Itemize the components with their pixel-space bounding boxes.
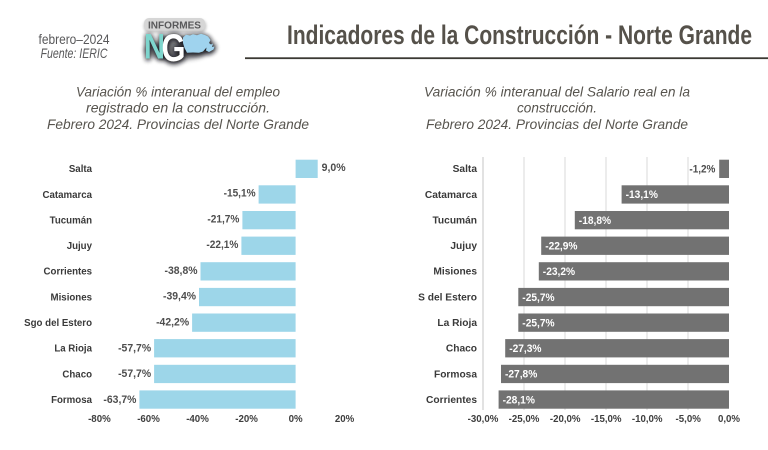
svg-text:0,0%: 0,0% (718, 414, 740, 425)
svg-text:-21,7%: -21,7% (207, 213, 239, 225)
svg-text:-23,2%: -23,2% (543, 266, 576, 278)
svg-text:Sgo del Estero: Sgo del Estero (24, 318, 92, 329)
svg-text:Fuente: IERIC: Fuente: IERIC (41, 45, 109, 61)
svg-text:-57,7%: -57,7% (118, 368, 151, 380)
svg-text:-15,1%: -15,1% (224, 188, 256, 200)
svg-text:-22,1%: -22,1% (206, 239, 238, 251)
svg-text:Febrero 2024. Provincias del N: Febrero 2024. Provincias del Norte Grand… (426, 116, 688, 132)
svg-text:Catamarca: Catamarca (425, 190, 477, 201)
svg-text:Salta: Salta (69, 164, 93, 175)
svg-text:Variación % interanual del emp: Variación % interanual del empleo (76, 83, 280, 99)
svg-text:Jujuy: Jujuy (67, 241, 93, 252)
svg-text:Formosa: Formosa (434, 369, 477, 380)
svg-text:-10,0%: -10,0% (632, 414, 663, 425)
svg-text:-60%: -60% (137, 414, 160, 425)
svg-text:Chaco: Chaco (446, 344, 477, 355)
svg-text:20%: 20% (335, 414, 355, 425)
svg-text:La Rioja: La Rioja (54, 344, 92, 355)
svg-text:S del Estero: S del Estero (418, 292, 477, 303)
svg-text:Corrientes: Corrientes (44, 267, 92, 278)
svg-text:Formosa: Formosa (51, 395, 93, 406)
svg-text:Misiones: Misiones (51, 292, 92, 303)
svg-text:-25,7%: -25,7% (522, 317, 555, 329)
svg-text:-22,9%: -22,9% (545, 241, 578, 253)
svg-text:Salta: Salta (453, 164, 478, 175)
svg-text:Tucumán: Tucumán (432, 216, 477, 227)
svg-text:Corrientes: Corrientes (426, 395, 477, 406)
svg-text:-25,0%: -25,0% (509, 414, 540, 425)
svg-text:Misiones: Misiones (433, 267, 477, 278)
svg-text:INFORMES: INFORMES (148, 19, 201, 31)
svg-text:Catamarca: Catamarca (42, 190, 92, 201)
svg-text:-1,2%: -1,2% (689, 164, 715, 176)
svg-text:Tucumán: Tucumán (50, 216, 92, 227)
svg-text:-13,1%: -13,1% (626, 189, 659, 201)
svg-text:G: G (162, 27, 186, 70)
svg-text:-27,8%: -27,8% (505, 369, 538, 381)
svg-text:-57,7%: -57,7% (118, 342, 151, 354)
svg-text:-28,1%: -28,1% (503, 394, 536, 406)
svg-text:Febrero 2024. Provincias del N: Febrero 2024. Provincias del Norte Grand… (47, 116, 309, 132)
svg-text:-80%: -80% (88, 414, 111, 425)
svg-text:N: N (144, 28, 165, 67)
svg-text:construcción.: construcción. (517, 100, 597, 116)
svg-text:-38,8%: -38,8% (165, 265, 198, 277)
svg-text:-39,4%: -39,4% (163, 291, 196, 303)
svg-text:Variación % interanual del Sal: Variación % interanual del Salario real … (424, 83, 690, 99)
svg-text:-42,2%: -42,2% (156, 317, 189, 329)
svg-text:-63,7%: -63,7% (103, 394, 136, 406)
svg-text:Indicadores de la Construcción: Indicadores de la Construcción - Norte G… (287, 20, 752, 50)
svg-text:Jujuy: Jujuy (450, 241, 477, 252)
svg-text:9,0%: 9,0% (322, 162, 346, 174)
svg-text:-5,0%: -5,0% (676, 414, 702, 425)
svg-text:febrero–2024: febrero–2024 (39, 31, 110, 47)
svg-text:G: G (162, 28, 186, 71)
svg-text:-15,0%: -15,0% (591, 414, 622, 425)
svg-text:-30,0%: -30,0% (468, 414, 499, 425)
svg-text:-20%: -20% (235, 414, 258, 425)
svg-text:-25,7%: -25,7% (522, 292, 555, 304)
svg-text:Chaco: Chaco (62, 369, 92, 380)
svg-text:N: N (144, 29, 165, 68)
svg-text:0%: 0% (289, 414, 303, 425)
svg-text:-18,8%: -18,8% (579, 215, 612, 227)
svg-text:-40%: -40% (186, 414, 209, 425)
svg-text:-27,3%: -27,3% (509, 343, 542, 355)
svg-text:La Rioja: La Rioja (437, 318, 477, 329)
svg-text:-20,0%: -20,0% (550, 414, 581, 425)
svg-text:registrado en la construcción.: registrado en la construcción. (86, 100, 270, 116)
